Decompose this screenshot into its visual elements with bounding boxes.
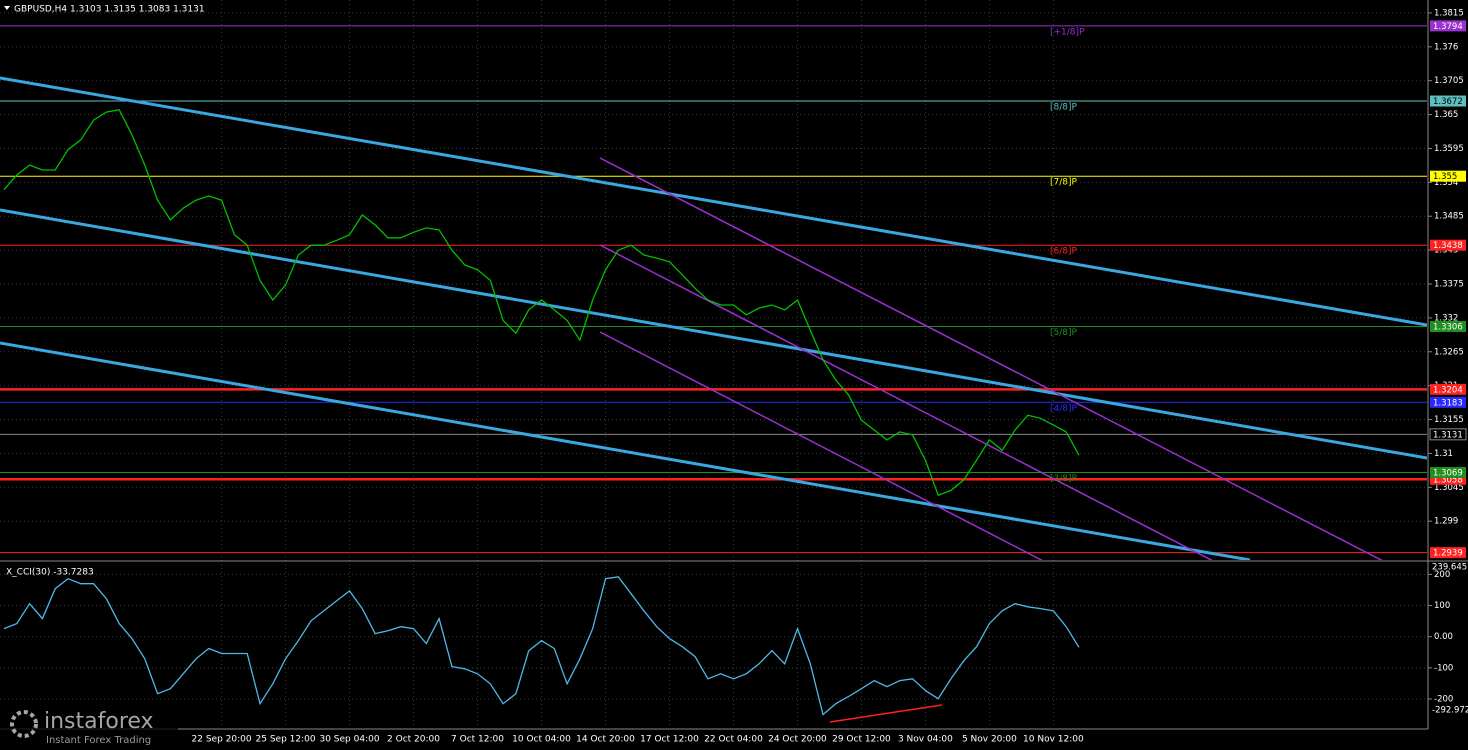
menu-triangle	[4, 6, 10, 10]
divergence-line	[829, 704, 943, 723]
y-tick-label: 0.00	[1434, 632, 1453, 642]
y-tick-label: 1.332	[1434, 313, 1458, 323]
y-limit-label: -292.972	[1432, 706, 1468, 716]
price-label: 1.3438	[1433, 241, 1463, 251]
price-box	[1430, 547, 1466, 559]
price-box	[1430, 239, 1466, 251]
channel-line	[0, 76, 1427, 327]
channel-line	[0, 341, 1251, 560]
price-label: 1.3131	[1433, 430, 1463, 440]
y-tick-label: 1.365	[1434, 110, 1458, 120]
y-tick-label: 1.3485	[1434, 212, 1464, 222]
chart-title: GBPUSD,H4 1.3103 1.3135 1.3083 1.3131	[14, 5, 205, 15]
x-tick-label: 5 Nov 20:00	[962, 735, 1017, 745]
regression-line	[599, 331, 1043, 560]
price-label: 1.3058	[1433, 475, 1463, 485]
price-box	[1430, 95, 1466, 107]
y-tick-label: 1.299	[1434, 517, 1458, 527]
y-tick-label: -200	[1434, 695, 1453, 705]
y-tick-label: 1.3595	[1434, 144, 1464, 154]
price-label: 1.3204	[1433, 385, 1463, 395]
channel-line	[0, 208, 1427, 460]
price-box	[1430, 396, 1466, 408]
price-box	[1430, 383, 1466, 395]
data-line	[3, 576, 1080, 716]
regression-line	[599, 244, 1213, 560]
y-tick-label: 1.3815	[1434, 8, 1464, 18]
price-box	[1430, 467, 1466, 479]
price-box	[1430, 170, 1466, 182]
price-label: 1.3306	[1433, 323, 1463, 333]
price-box	[1429, 428, 1467, 441]
price-box	[1430, 473, 1466, 485]
price-series	[3, 108, 1080, 497]
data-layer	[3, 108, 1080, 716]
x-tick-label: 24 Oct 20:00	[768, 735, 827, 745]
x-tick-label: 10 Nov 12:00	[1023, 735, 1084, 745]
level-label: [6/8]P	[1050, 247, 1078, 257]
tagline: Instant Forex Trading	[46, 735, 151, 746]
y-tick-label: 1.3155	[1434, 415, 1464, 425]
y-tick-label: 1.3375	[1434, 280, 1464, 290]
x-tick-label: 25 Sep 12:00	[256, 735, 316, 745]
y-limit-label: 239.6457	[1432, 563, 1468, 573]
data-line	[3, 108, 1080, 497]
regression-line	[599, 157, 1383, 560]
x-tick-label: 22 Oct 04:00	[704, 735, 763, 745]
x-tick-label: 7 Oct 12:00	[451, 735, 504, 745]
logo-icon	[10, 710, 38, 738]
watermark: instaforex Instant Forex Trading	[0, 704, 178, 750]
level-label: [+1/8]P	[1050, 27, 1085, 37]
level-label: [7/8]P	[1050, 178, 1078, 188]
channels	[0, 76, 1427, 560]
y-tick-label: 1.376	[1434, 42, 1458, 52]
price-label: 1.2939	[1433, 549, 1463, 559]
x-tick-label: 3 Nov 04:00	[898, 735, 953, 745]
y-tick-label: 1.3045	[1434, 483, 1464, 493]
cci-series	[3, 576, 1080, 716]
price-box	[1430, 321, 1466, 333]
x-tick-label: 10 Oct 04:00	[512, 735, 571, 745]
level-label: [5/8]P	[1050, 328, 1078, 338]
price-label: 1.3069	[1433, 469, 1463, 479]
price-label: 1.3672	[1433, 97, 1463, 107]
price-label: 1.355	[1433, 172, 1457, 182]
brand: instaforex	[44, 709, 154, 734]
price-label: 1.3794	[1433, 22, 1463, 32]
level-label: [3/8]P	[1050, 474, 1078, 484]
y-tick-label: 1.354	[1434, 178, 1458, 188]
x-tick-label: 14 Oct 20:00	[576, 735, 635, 745]
x-tick-label: 17 Oct 12:00	[640, 735, 699, 745]
y-tick-label: 1.31	[1434, 449, 1453, 459]
level-label: [8/8]P	[1050, 103, 1078, 113]
y-tick-label: 200	[1434, 570, 1450, 580]
level-layer	[0, 25, 1427, 554]
label-layer: 22 Sep 20:00 25 Sep 12:00 30 Sep 04:00 2 Oc…	[192, 8, 1468, 744]
x-tick-label: 30 Sep 04:00	[319, 735, 379, 745]
x-tick-label: 22 Sep 20:00	[192, 735, 252, 745]
y-tick-label: 1.3705	[1434, 76, 1464, 86]
price-box	[1430, 20, 1466, 32]
level-label: [4/8]P	[1050, 404, 1078, 414]
price-label: 1.3183	[1433, 398, 1463, 408]
logo-box	[0, 704, 178, 750]
grid-layer	[0, 0, 1427, 728]
y-tick-label: -100	[1434, 663, 1453, 673]
y-tick-label: 1.3265	[1434, 347, 1464, 357]
y-tick-label: 100	[1434, 601, 1450, 611]
indicator-title: X_CCI(30) -33.7283	[6, 568, 94, 578]
x-tick-label: 29 Oct 12:00	[832, 735, 891, 745]
x-tick-label: 2 Oct 20:00	[387, 735, 440, 745]
